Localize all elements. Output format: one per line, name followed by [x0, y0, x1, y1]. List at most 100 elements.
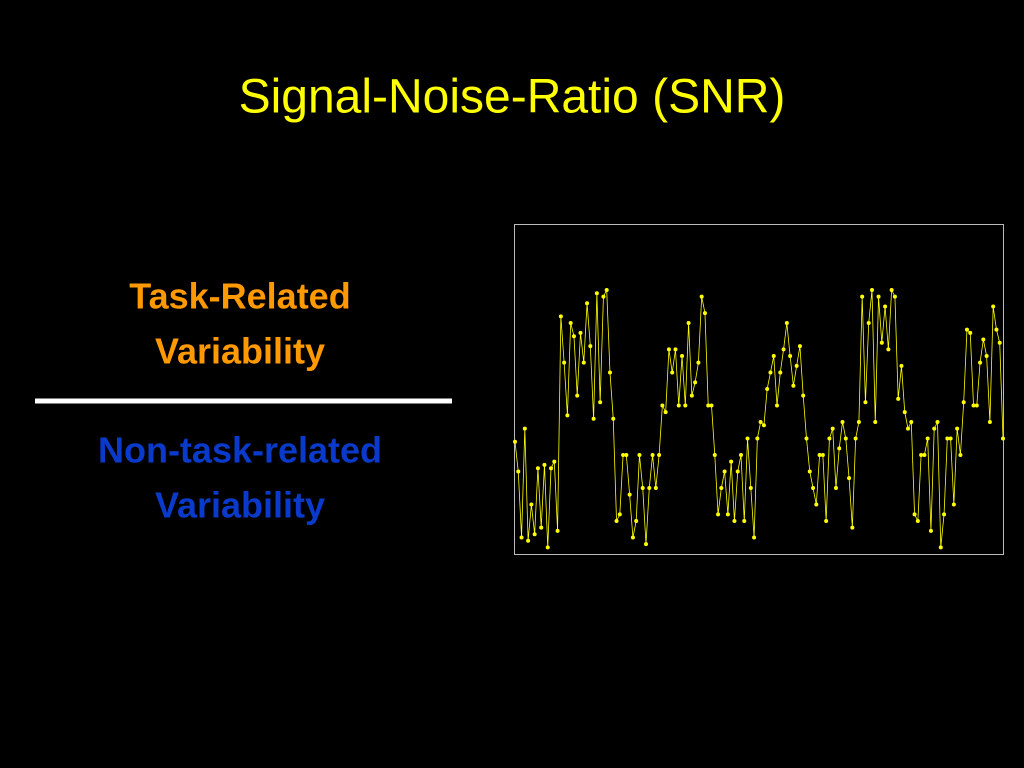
signal-point	[673, 347, 678, 352]
signal-point	[539, 525, 544, 530]
signal-point	[889, 288, 894, 292]
signal-point	[522, 426, 527, 431]
signal-point	[909, 420, 914, 424]
signal-point	[735, 469, 740, 474]
signal-point	[683, 403, 688, 408]
signal-point	[817, 453, 822, 457]
signal-point	[627, 492, 632, 497]
signal-point	[896, 396, 901, 401]
signal-point	[876, 294, 881, 299]
signal-point	[840, 420, 845, 424]
signal-point	[666, 347, 671, 352]
slide-title: Signal-Noise-Ratio (SNR)	[239, 71, 786, 124]
signal-point	[644, 542, 649, 547]
signal-point	[866, 321, 871, 325]
signal-point	[614, 519, 619, 523]
signal-point	[765, 387, 770, 391]
signal-point	[951, 502, 956, 507]
signal-point	[571, 334, 576, 339]
signal-point	[758, 420, 763, 424]
signal-point	[830, 426, 835, 431]
signal-point	[948, 436, 953, 441]
signal-point	[752, 535, 757, 540]
signal-point	[925, 436, 930, 441]
signal-point	[942, 512, 947, 517]
signal-point	[771, 354, 776, 358]
signal-point	[768, 370, 773, 375]
signal-point	[814, 502, 819, 507]
signal-point	[1001, 436, 1005, 441]
signal-point	[611, 416, 616, 421]
signal-point	[827, 436, 832, 441]
signal-point	[984, 354, 989, 358]
signal-point	[853, 436, 858, 441]
signal-point	[807, 469, 812, 474]
signal-point	[843, 436, 848, 441]
signal-line	[514, 288, 1004, 548]
signal-point	[964, 327, 969, 332]
signal-point	[804, 436, 809, 441]
signal-point	[784, 321, 789, 325]
signal-point	[883, 304, 888, 309]
signal-point	[811, 486, 816, 490]
signal-point	[968, 330, 973, 335]
signal-point	[788, 354, 793, 358]
signal-point	[820, 453, 825, 457]
signal-point	[598, 400, 603, 405]
signal-point	[850, 525, 855, 530]
signal-point	[902, 410, 907, 415]
signal-point	[634, 519, 639, 523]
signal-point	[630, 535, 635, 540]
signal-point	[922, 453, 927, 457]
signal-point	[892, 294, 897, 299]
signal-point	[899, 363, 904, 368]
signal-point	[928, 528, 933, 533]
signal-point	[932, 426, 937, 431]
signal-point	[640, 486, 645, 490]
signal-point	[915, 519, 920, 523]
signal-point	[748, 486, 753, 490]
signal-point	[549, 466, 554, 471]
signal-point	[601, 294, 606, 299]
signal-point	[938, 545, 943, 550]
signal-point	[801, 393, 806, 398]
signal-point	[755, 436, 760, 441]
signal-point	[856, 420, 861, 424]
signal-point	[945, 436, 950, 441]
signal-point	[860, 294, 865, 299]
signal-point	[558, 314, 563, 319]
signal-point	[742, 519, 747, 523]
signal-point	[729, 459, 734, 464]
signal-point	[722, 469, 727, 474]
signal-point	[513, 439, 517, 444]
signal-point	[824, 519, 829, 523]
signal-point	[585, 301, 590, 306]
signal-point	[725, 512, 730, 517]
signal-point	[886, 347, 891, 352]
signal-point	[594, 291, 599, 296]
signal-point	[653, 486, 658, 490]
signal-point	[575, 393, 580, 398]
signal-point	[650, 453, 655, 457]
signal-point	[712, 453, 717, 457]
signal-point	[686, 321, 691, 325]
signal-point	[906, 426, 911, 431]
signal-point	[879, 340, 884, 345]
plot-frame	[514, 224, 1004, 555]
signal-point	[696, 360, 701, 365]
signal-point	[519, 535, 524, 540]
signal-point	[709, 403, 714, 408]
signal-point	[637, 453, 642, 457]
signal-point	[919, 453, 924, 457]
signal-point	[719, 486, 724, 490]
signal-point	[997, 340, 1002, 345]
signal-point	[552, 459, 557, 464]
signal-point	[624, 453, 629, 457]
signal-point	[732, 519, 737, 523]
numerator-line: Variability	[155, 331, 325, 372]
signal-point	[680, 354, 685, 358]
signal-point	[516, 469, 521, 474]
signal-point	[961, 400, 966, 405]
signal-point	[978, 360, 983, 365]
